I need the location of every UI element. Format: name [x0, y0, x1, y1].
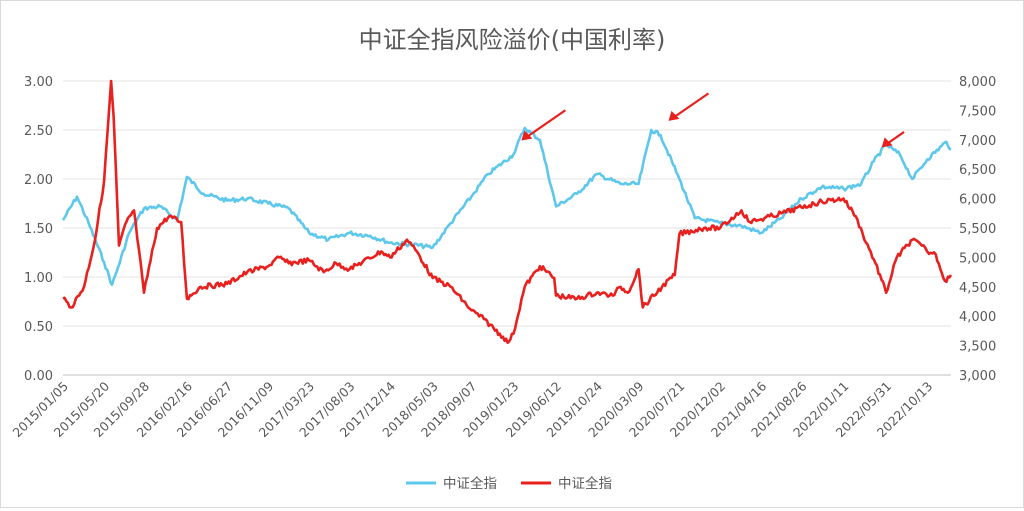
- x-axis: 2015/01/052015/05/202015/09/282016/02/16…: [10, 378, 936, 440]
- annotation-layer: [521, 92, 905, 148]
- y-left-tick-label: 2.50: [24, 124, 53, 139]
- y-right-tick-label: 5,000: [959, 251, 996, 266]
- annotation-arrow: [668, 92, 710, 121]
- chart-title: 中证全指风险溢价(中国利率): [359, 26, 666, 54]
- arrow-head: [881, 137, 893, 148]
- y-left-tick-label: 1.00: [24, 271, 53, 286]
- gridlines: [63, 80, 951, 376]
- series-layer: [61, 79, 953, 344]
- arrow-shaft: [673, 92, 710, 118]
- y-right-tick-label: 5,500: [959, 222, 996, 237]
- y-left-tick-label: 0.00: [24, 369, 53, 384]
- y-right-tick-label: 6,000: [959, 193, 996, 208]
- annotation-arrow: [521, 109, 567, 141]
- annotation-arrow: [881, 131, 905, 148]
- y-axis-left: 0.00 0.50 1.00 1.50 2.00 2.50 3.00: [24, 75, 53, 384]
- y-right-tick-label: 4,500: [959, 281, 996, 296]
- arrow-head: [521, 130, 533, 141]
- y-axis-right: 3,000 3,500 4,000 4,500 5,000 5,500 6,000 6,500…: [959, 75, 996, 384]
- arrow-shaft: [887, 131, 905, 145]
- series-line-1: [61, 126, 952, 287]
- y-left-tick-label: 0.50: [24, 320, 53, 335]
- y-right-tick-label: 6,500: [959, 163, 996, 178]
- legend[interactable]: 中证全指 中证全指: [406, 475, 612, 492]
- y-right-tick-label: 3,500: [959, 340, 996, 355]
- legend-label: 中证全指: [443, 475, 497, 492]
- y-right-tick-label: 7,000: [959, 134, 996, 149]
- arrow-head: [668, 110, 680, 121]
- y-right-tick-label: 8,000: [959, 75, 996, 90]
- y-left-tick-label: 2.00: [24, 173, 53, 188]
- y-left-tick-label: 3.00: [24, 75, 53, 90]
- y-right-tick-label: 4,000: [959, 310, 996, 325]
- legend-item[interactable]: 中证全指: [521, 475, 612, 492]
- legend-label: 中证全指: [558, 475, 612, 492]
- arrow-shaft: [526, 109, 567, 138]
- legend-item[interactable]: 中证全指: [406, 475, 497, 492]
- y-left-tick-label: 1.50: [24, 222, 53, 237]
- y-right-tick-label: 7,500: [959, 104, 996, 119]
- series-line-2: [62, 79, 953, 344]
- y-right-tick-label: 3,000: [959, 369, 996, 384]
